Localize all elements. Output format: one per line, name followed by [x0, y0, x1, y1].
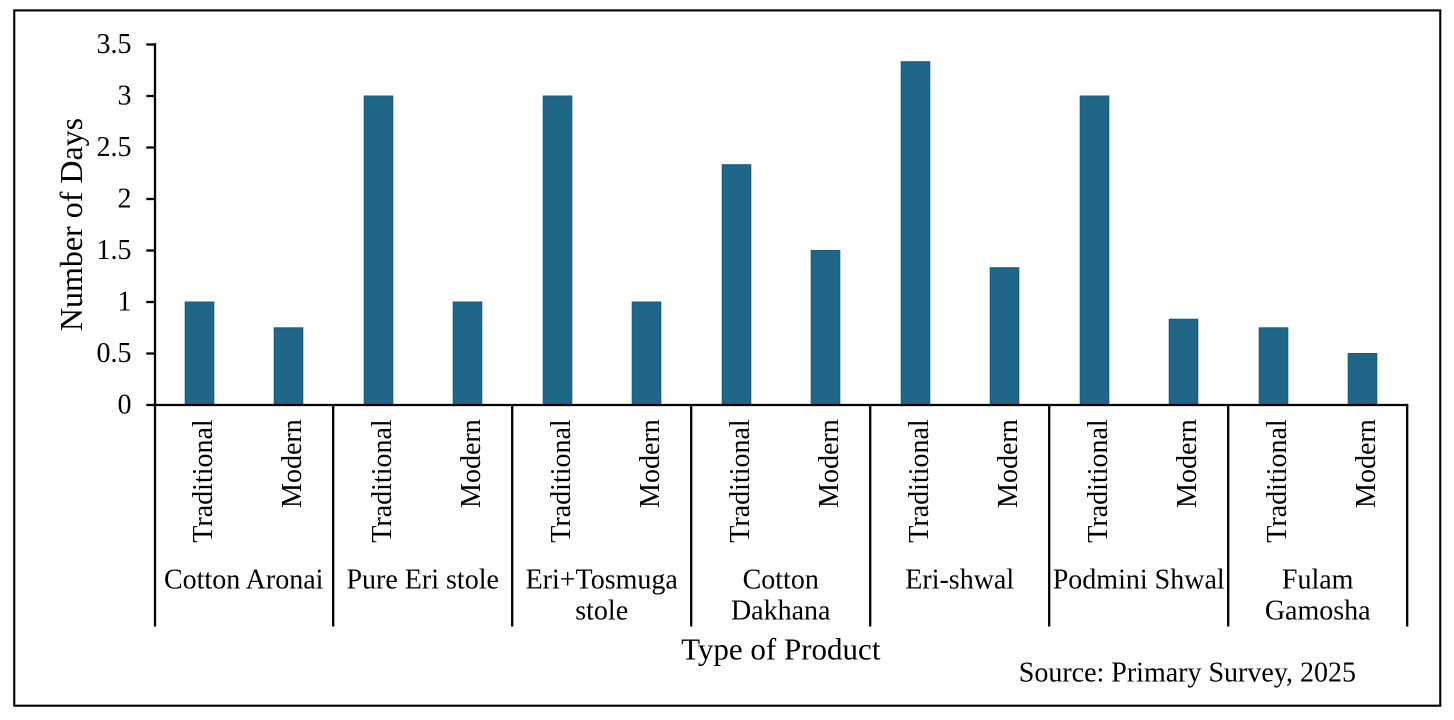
svg-text:Modern: Modern: [277, 419, 308, 508]
svg-text:Modern: Modern: [814, 419, 845, 508]
svg-text:1: 1: [118, 287, 132, 318]
svg-text:Type of Product: Type of Product: [681, 631, 881, 666]
svg-text:Traditional: Traditional: [546, 419, 577, 543]
svg-text:3: 3: [118, 81, 132, 112]
svg-text:Traditional: Traditional: [1083, 419, 1114, 543]
svg-text:Dakhana: Dakhana: [731, 595, 831, 626]
svg-text:Traditional: Traditional: [725, 419, 756, 543]
svg-text:Fulam: Fulam: [1282, 564, 1354, 595]
svg-text:Number of Days: Number of Days: [53, 118, 89, 331]
svg-text:Modern: Modern: [635, 419, 666, 508]
svg-text:2: 2: [118, 184, 132, 215]
svg-text:Traditional: Traditional: [904, 419, 935, 543]
svg-text:Modern: Modern: [1351, 419, 1382, 508]
svg-text:2.5: 2.5: [97, 132, 132, 163]
svg-text:Modern: Modern: [1172, 419, 1203, 508]
svg-text:1.5: 1.5: [97, 235, 132, 266]
svg-text:Podmini Shwal: Podmini Shwal: [1053, 564, 1225, 595]
svg-text:Traditional: Traditional: [188, 419, 219, 543]
svg-text:stole: stole: [575, 595, 628, 626]
svg-text:Modern: Modern: [993, 419, 1024, 508]
svg-text:Eri+Tosmuga: Eri+Tosmuga: [526, 564, 679, 595]
svg-text:0: 0: [118, 390, 132, 421]
svg-text:Cotton Aronai: Cotton Aronai: [164, 564, 324, 595]
svg-text:3.5: 3.5: [97, 29, 132, 60]
svg-text:Pure Eri stole: Pure Eri stole: [346, 564, 498, 595]
svg-text:Traditional: Traditional: [367, 419, 398, 543]
svg-text:Traditional: Traditional: [1262, 419, 1293, 543]
svg-text:0.5: 0.5: [97, 338, 132, 369]
svg-text:Cotton: Cotton: [743, 564, 819, 595]
svg-text:Gamosha: Gamosha: [1265, 595, 1371, 626]
svg-text:Source: Primary Survey, 2025: Source: Primary Survey, 2025: [1019, 658, 1356, 689]
svg-text:Eri-shwal: Eri-shwal: [905, 564, 1014, 595]
svg-text:Modern: Modern: [456, 419, 487, 508]
